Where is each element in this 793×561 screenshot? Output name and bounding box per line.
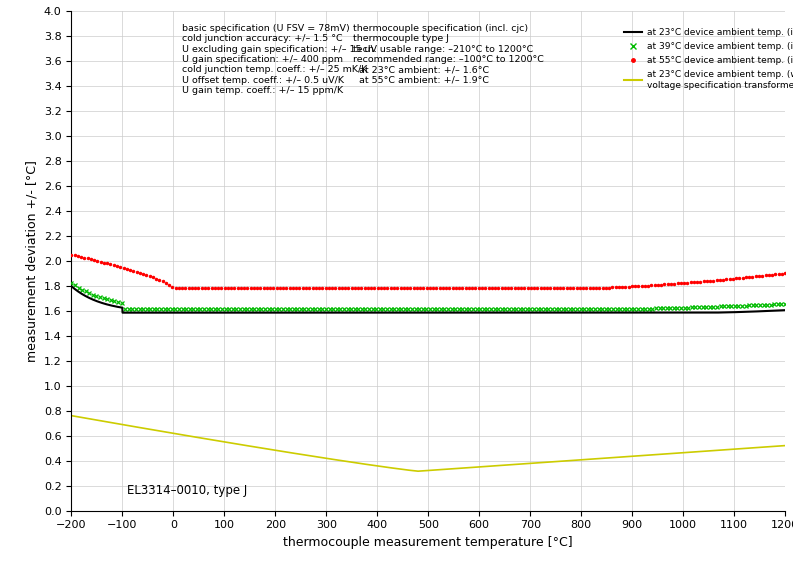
- Y-axis label: measurement deviation +/- [°C]: measurement deviation +/- [°C]: [25, 160, 38, 362]
- Text: basic specification (U FSV = 78mV)
cold junction accuracy: +/– 1.5 °C
U excludin: basic specification (U FSV = 78mV) cold …: [182, 24, 377, 95]
- Legend: at 23°C device ambient temp. (incl. cjc), at 39°C device ambient temp. (incl. cj: at 23°C device ambient temp. (incl. cjc)…: [624, 28, 793, 90]
- X-axis label: thermocouple measurement temperature [°C]: thermocouple measurement temperature [°C…: [283, 536, 573, 549]
- Text: thermocouple specification (incl. cjc)
thermocouple type J
tech. usable range: –: thermocouple specification (incl. cjc) t…: [354, 24, 544, 85]
- Text: EL3314–0010, type J: EL3314–0010, type J: [128, 484, 247, 497]
